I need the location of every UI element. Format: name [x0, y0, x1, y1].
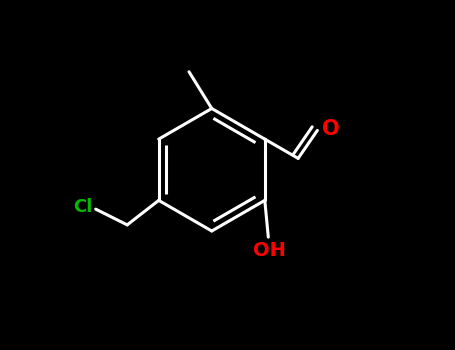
Text: OH: OH [253, 241, 286, 260]
Text: O: O [322, 119, 339, 139]
Text: Cl: Cl [73, 198, 92, 216]
